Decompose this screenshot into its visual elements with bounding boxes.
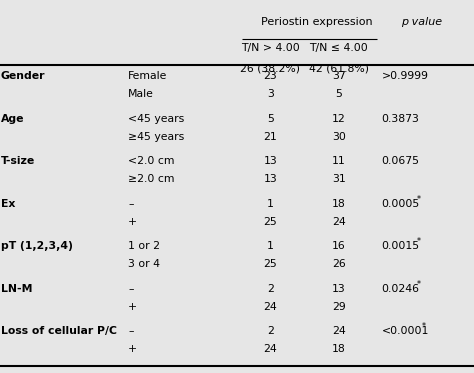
Text: 25: 25 [263, 217, 277, 226]
Text: T-size: T-size [1, 156, 35, 166]
Text: 1 or 2: 1 or 2 [128, 241, 160, 251]
Text: 3 or 4: 3 or 4 [128, 259, 160, 269]
Text: 0.0015: 0.0015 [382, 241, 419, 251]
Text: 18: 18 [332, 199, 346, 209]
Text: *: * [417, 280, 420, 289]
Text: 0.0675: 0.0675 [382, 156, 419, 166]
Text: Ex: Ex [1, 199, 15, 209]
Text: 26 (38.2%): 26 (38.2%) [240, 63, 300, 73]
Text: p value: p value [401, 17, 442, 27]
Text: –: – [128, 284, 134, 294]
Text: LN-M: LN-M [1, 284, 32, 294]
Text: +: + [128, 302, 137, 311]
Text: 13: 13 [263, 174, 277, 184]
Text: 5: 5 [336, 89, 342, 99]
Text: T/N ≤ 4.00: T/N ≤ 4.00 [310, 43, 368, 53]
Text: Age: Age [1, 114, 25, 123]
Text: 13: 13 [332, 284, 346, 294]
Text: >0.9999: >0.9999 [382, 71, 428, 81]
Text: ≥45 years: ≥45 years [128, 132, 184, 141]
Text: Periostin expression: Periostin expression [261, 17, 372, 27]
Text: +: + [128, 344, 137, 354]
Text: 0.0246: 0.0246 [382, 284, 419, 294]
Text: 1: 1 [267, 199, 273, 209]
Text: 11: 11 [332, 156, 346, 166]
Text: 0.3873: 0.3873 [382, 114, 419, 123]
Text: –: – [128, 326, 134, 336]
Text: 37: 37 [332, 71, 346, 81]
Text: <45 years: <45 years [128, 114, 184, 123]
Text: 2: 2 [267, 326, 273, 336]
Text: *: * [417, 195, 420, 204]
Text: 23: 23 [263, 71, 277, 81]
Text: 31: 31 [332, 174, 346, 184]
Text: 29: 29 [332, 302, 346, 311]
Text: 1: 1 [267, 241, 273, 251]
Text: 24: 24 [263, 302, 277, 311]
Text: 25: 25 [263, 259, 277, 269]
Text: Loss of cellular P/C: Loss of cellular P/C [1, 326, 117, 336]
Text: 2: 2 [267, 284, 273, 294]
Text: 13: 13 [263, 156, 277, 166]
Text: 5: 5 [267, 114, 273, 123]
Text: 24: 24 [332, 326, 346, 336]
Text: 24: 24 [263, 344, 277, 354]
Text: 16: 16 [332, 241, 346, 251]
Text: pT (1,2,3,4): pT (1,2,3,4) [1, 241, 73, 251]
Text: <2.0 cm: <2.0 cm [128, 156, 174, 166]
Text: 18: 18 [332, 344, 346, 354]
Text: <0.0001: <0.0001 [382, 326, 429, 336]
Text: +: + [128, 217, 137, 226]
Text: –: – [128, 199, 134, 209]
Text: 30: 30 [332, 132, 346, 141]
Text: 24: 24 [332, 217, 346, 226]
Text: *: * [422, 322, 426, 331]
Text: 26: 26 [332, 259, 346, 269]
Text: Male: Male [128, 89, 154, 99]
Text: 21: 21 [263, 132, 277, 141]
Text: T/N > 4.00: T/N > 4.00 [241, 43, 300, 53]
Text: 0.0005: 0.0005 [382, 199, 420, 209]
Text: Gender: Gender [1, 71, 46, 81]
Text: Female: Female [128, 71, 167, 81]
Text: 12: 12 [332, 114, 346, 123]
Text: *: * [417, 237, 420, 246]
Text: 3: 3 [267, 89, 273, 99]
Text: 42 (61.8%): 42 (61.8%) [309, 63, 369, 73]
Text: ≥2.0 cm: ≥2.0 cm [128, 174, 174, 184]
